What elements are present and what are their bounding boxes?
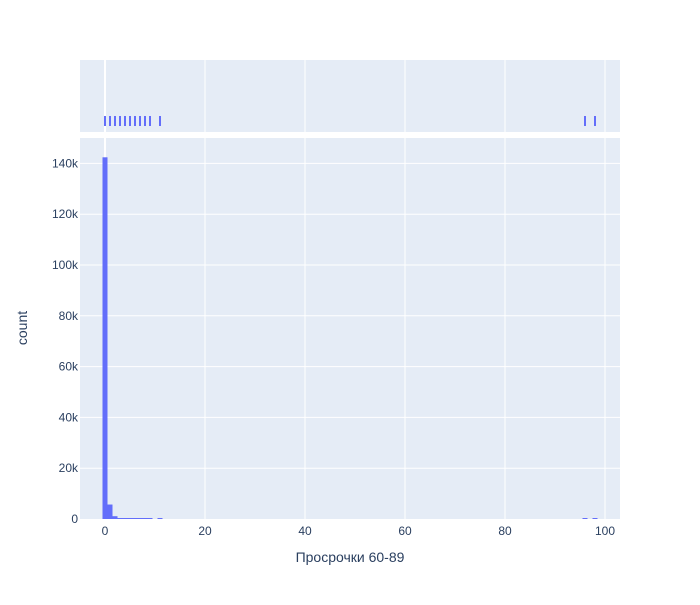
y-tick-label: 40k: [59, 410, 79, 424]
histogram-bar: [142, 518, 148, 519]
y-tick-label: 100k: [52, 258, 79, 272]
x-tick-label: 80: [498, 524, 512, 538]
y-tick-label: 60k: [59, 360, 79, 374]
histogram-bar: [157, 518, 163, 519]
x-tick-labels: 0 20 40 60 80 100: [102, 524, 616, 538]
histogram-bar: [132, 518, 138, 519]
histogram-bar: [107, 504, 113, 519]
x-tick-label: 60: [398, 524, 412, 538]
histogram-bar: [137, 518, 143, 519]
y-tick-label: 20k: [59, 461, 79, 475]
y-axis-label: count: [14, 311, 30, 345]
y-tick-labels: 0 20k 40k 60k 80k 100k 120k 140k: [52, 156, 79, 526]
main-gridlines: [80, 138, 620, 519]
histogram-bar: [592, 518, 598, 519]
x-tick-label: 100: [595, 524, 615, 538]
x-tick-label: 0: [102, 524, 109, 538]
y-tick-label: 140k: [52, 156, 79, 170]
histogram-bar: [147, 518, 153, 519]
histogram-bar: [117, 518, 123, 519]
y-tick-label: 80k: [59, 309, 79, 323]
histogram-bar: [127, 518, 133, 519]
x-axis-label: Просрочки 60-89: [296, 549, 405, 565]
histogram-bar: [582, 518, 588, 519]
histogram-bar: [112, 516, 118, 519]
x-tick-label: 40: [298, 524, 312, 538]
y-tick-label: 120k: [52, 207, 79, 221]
histogram-bars: [102, 157, 598, 519]
histogram-bar: [122, 518, 128, 519]
rug-marks: [104, 116, 596, 126]
y-tick-label: 0: [71, 512, 78, 526]
histogram-bar: [102, 157, 108, 519]
rug-plot-background: [80, 60, 620, 132]
main-plot-background: [80, 138, 620, 519]
x-tick-label: 20: [198, 524, 212, 538]
